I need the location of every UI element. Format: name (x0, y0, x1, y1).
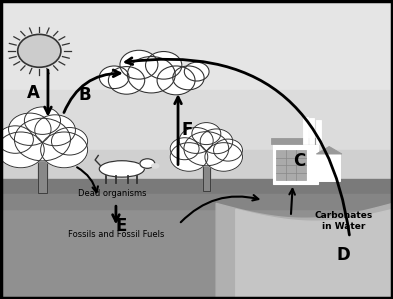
Circle shape (35, 115, 75, 146)
Text: B: B (79, 86, 91, 104)
Bar (271, 138, 320, 144)
Circle shape (184, 132, 229, 166)
Bar (273, 144, 318, 184)
Circle shape (179, 128, 213, 153)
Circle shape (108, 67, 145, 94)
Circle shape (173, 66, 204, 90)
Bar (0, 90, 393, 150)
Circle shape (120, 50, 158, 79)
Text: Fossils and Fossil Fuels: Fossils and Fossil Fuels (68, 230, 164, 239)
Circle shape (205, 143, 242, 171)
Circle shape (0, 132, 44, 168)
Circle shape (213, 139, 242, 161)
Circle shape (18, 34, 61, 67)
Circle shape (127, 57, 175, 93)
Ellipse shape (152, 164, 159, 168)
Circle shape (9, 113, 51, 145)
Bar (39, 158, 46, 193)
Bar (316, 120, 321, 144)
Text: C: C (293, 152, 305, 170)
Circle shape (192, 123, 221, 145)
Text: Dead organisms: Dead organisms (78, 189, 146, 198)
Circle shape (40, 132, 88, 168)
Bar (276, 150, 306, 180)
Circle shape (170, 138, 199, 160)
Bar (203, 164, 209, 191)
Circle shape (170, 143, 208, 171)
Ellipse shape (140, 159, 155, 168)
Text: Carbonates
in Water: Carbonates in Water (315, 211, 373, 231)
Circle shape (0, 126, 33, 153)
Bar (203, 164, 209, 191)
Circle shape (157, 66, 195, 95)
Circle shape (15, 118, 70, 161)
Bar (309, 118, 314, 144)
Circle shape (99, 66, 129, 89)
Polygon shape (316, 147, 342, 154)
Circle shape (145, 51, 182, 79)
Bar (0, 194, 393, 209)
Circle shape (184, 62, 209, 81)
Circle shape (200, 129, 233, 154)
Bar (0, 0, 393, 90)
Text: A: A (27, 84, 40, 102)
Bar (318, 154, 340, 181)
Circle shape (51, 128, 88, 155)
Text: E: E (116, 217, 127, 235)
Bar (0, 185, 393, 299)
Text: F: F (182, 121, 193, 139)
Bar (39, 158, 46, 193)
Bar (303, 117, 308, 144)
Polygon shape (236, 209, 393, 299)
Ellipse shape (99, 161, 145, 177)
Polygon shape (216, 203, 393, 299)
Bar (0, 179, 393, 200)
Bar (0, 150, 393, 185)
Text: D: D (336, 246, 350, 264)
Circle shape (24, 107, 61, 135)
